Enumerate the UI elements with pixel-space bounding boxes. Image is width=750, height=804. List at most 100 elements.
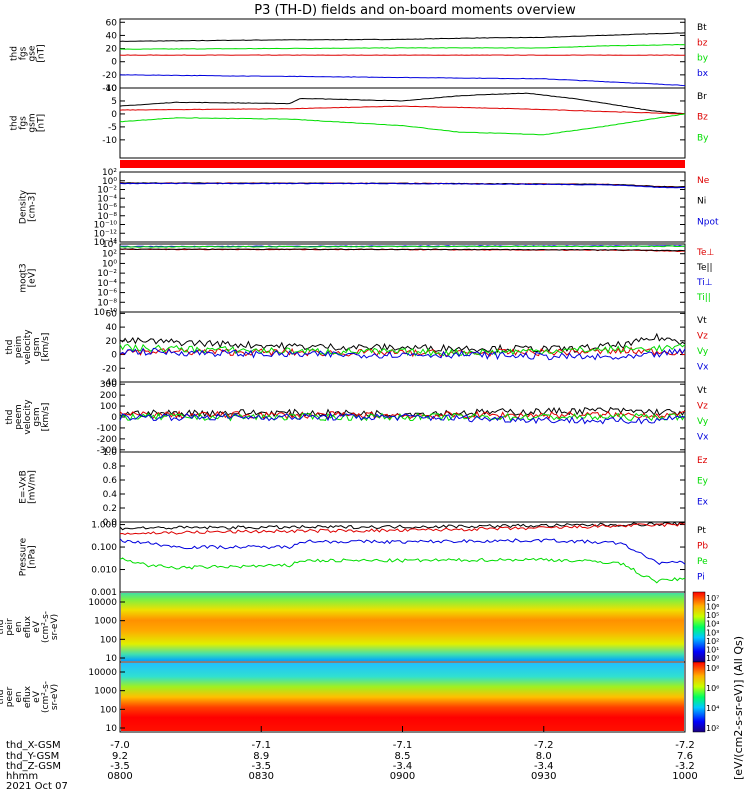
- legend-by: by: [697, 54, 709, 64]
- ytick-label: 10⁰: [102, 259, 117, 269]
- legend-Bt: Bt: [697, 23, 707, 33]
- colorbar-tick: 10⁴: [706, 704, 719, 713]
- legend-Ez: Ez: [697, 456, 708, 466]
- heatmap-image: [121, 593, 684, 661]
- xtick-label: 0900: [390, 771, 415, 782]
- ytick-label: 100: [100, 402, 117, 412]
- ylabel-line: [eV]: [28, 269, 38, 288]
- legend-Pi: Pi: [697, 573, 705, 583]
- panel-frame: [120, 452, 685, 522]
- ytick-label: -10: [102, 136, 117, 146]
- colorbar-label: [eV/(cm2-s-sr-eV)] (All Qs): [732, 636, 745, 780]
- legend-Vz: Vz: [697, 402, 708, 412]
- legend-Npot: Npot: [697, 217, 719, 227]
- ytick-label: -100: [97, 424, 118, 434]
- ylabel-line: [cm-3]: [28, 192, 38, 222]
- legend-Pb: Pb: [697, 542, 708, 552]
- legend-Vx: Vx: [697, 363, 709, 373]
- ytick-label: 1000: [94, 617, 117, 627]
- legend-Bz: Bz: [697, 113, 708, 123]
- ytick-label: 0: [111, 413, 117, 423]
- legend-Te||: Te||: [696, 263, 713, 273]
- legend-Ey: Ey: [697, 477, 709, 487]
- series-Pe: [120, 558, 685, 583]
- series-Bt: [120, 33, 685, 42]
- ylabel-line: sr-eV): [50, 684, 60, 710]
- legend-Vy: Vy: [697, 347, 709, 357]
- ytick-label: 10²: [102, 250, 117, 260]
- legend-Ti⊥: Ti⊥: [696, 278, 713, 288]
- legend-bx: bx: [697, 69, 709, 79]
- ylabel-line: [nPa]: [28, 545, 38, 568]
- xtick-label: 0830: [249, 771, 274, 782]
- panel-frame: [120, 88, 685, 158]
- legend-Pe: Pe: [697, 557, 708, 567]
- ytick-label: 20: [106, 45, 118, 55]
- series-Bz: [120, 106, 685, 114]
- ytick-label: -200: [97, 435, 118, 445]
- ytick-label: 0.2: [103, 504, 117, 514]
- ytick-label: 10⁻⁴: [97, 279, 117, 289]
- ytick-label: -5: [108, 123, 117, 133]
- ytick-label: 10⁻⁶: [97, 289, 117, 299]
- xtick-label: -7.1: [393, 740, 413, 751]
- ytick-label: 200: [100, 391, 117, 401]
- ytick-label: 1.0: [103, 448, 118, 458]
- colorbar: [693, 592, 705, 662]
- colorbar-tick: 10²: [706, 724, 719, 733]
- xtick-label: 0930: [531, 771, 556, 782]
- ytick-label: 0: [111, 58, 117, 68]
- legend-Pt: Pt: [697, 526, 706, 536]
- legend-Vz: Vz: [697, 332, 708, 342]
- ytick-label: 5: [111, 97, 117, 107]
- ytick-label: 1000: [94, 687, 117, 697]
- ytick-label: 0.4: [103, 490, 118, 500]
- ytick-label: 10⁻²: [97, 269, 117, 279]
- ylabel-line: [km/s]: [41, 403, 51, 432]
- ytick-label: 60: [106, 309, 118, 319]
- xaxis-row-label: 2021 Oct 07: [6, 781, 68, 792]
- ytick-label: 60: [106, 18, 118, 28]
- panel-frame: [120, 522, 685, 592]
- panel-ylabel: Pressure[nPa]: [19, 537, 38, 576]
- ytick-label: 10: [106, 724, 118, 734]
- legend-Te⊥: Te⊥: [696, 248, 715, 258]
- ylabel-line: [nT]: [37, 114, 47, 132]
- legend-Ne: Ne: [697, 176, 710, 186]
- ytick-label: 0: [111, 110, 117, 120]
- heatmap-image: [121, 663, 684, 731]
- panel-temperature: moqt3[eV]10⁴10²10⁰10⁻²10⁻⁴10⁻⁶10⁻⁸10⁻¹⁰T…: [19, 240, 715, 318]
- legend-Vx: Vx: [697, 433, 709, 443]
- colorbar-tick: 10⁰: [706, 654, 719, 663]
- series-Pi: [120, 539, 685, 565]
- ytick-label: 10⁴: [102, 240, 117, 250]
- panel-density: Density[cm-3]10²10⁰10⁻²10⁻⁴10⁻⁶10⁻⁸10⁻¹⁰…: [19, 168, 719, 248]
- ytick-label: 40: [106, 31, 118, 41]
- ylabel-line: [nT]: [37, 44, 47, 62]
- panel-frame: [120, 244, 685, 312]
- ytick-label: 10000: [88, 598, 117, 608]
- xtick-label: 0800: [107, 771, 132, 782]
- ylabel-line: [mV/m]: [28, 470, 38, 504]
- ytick-label: 0.8: [103, 462, 118, 472]
- legend-By: By: [697, 133, 709, 143]
- panel-ylabel: moqt3[eV]: [19, 263, 38, 292]
- xtick-label: -7.1: [251, 740, 271, 751]
- series-bx: [120, 75, 685, 86]
- ytick-label: 1.000: [91, 521, 117, 531]
- ytick-label: 10: [106, 654, 118, 664]
- series-By: [120, 114, 685, 135]
- xaxis-row-label: thd_X-GSM: [6, 740, 61, 751]
- ytick-label: 10: [106, 84, 118, 94]
